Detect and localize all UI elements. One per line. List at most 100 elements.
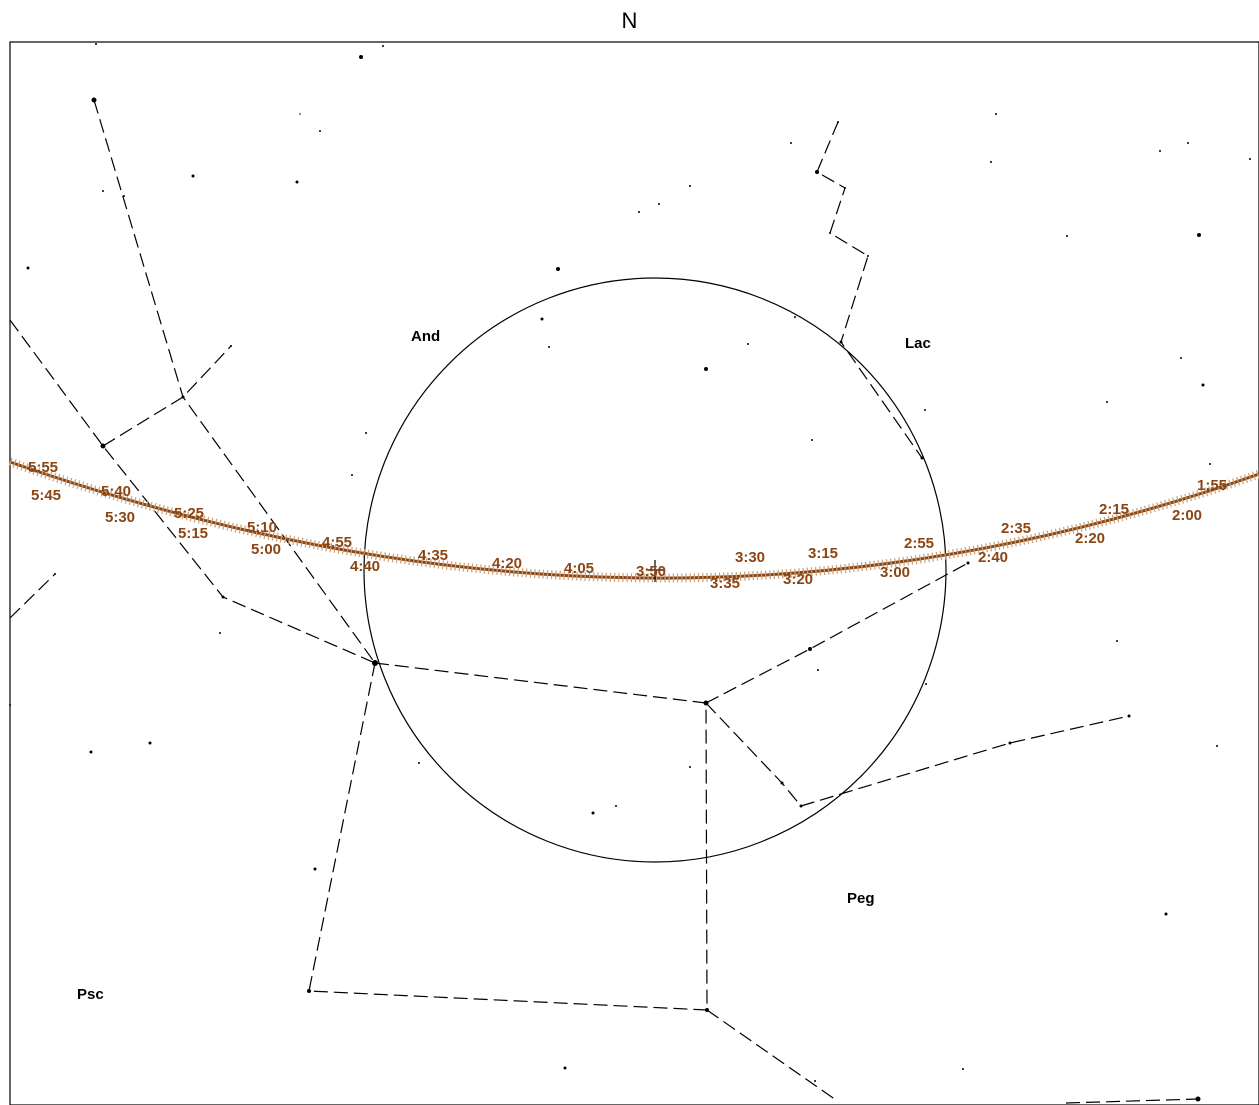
pegasus-leg — [705, 702, 1130, 807]
star — [794, 316, 796, 318]
time-label: 2:20 — [1075, 530, 1105, 547]
time-label: 3:00 — [880, 564, 910, 581]
time-labels: 5:55 5:40 5:25 5:10 4:55 4:35 4:20 4:05 … — [28, 459, 1227, 592]
star — [704, 367, 708, 371]
star — [548, 346, 550, 348]
time-label: 5:25 — [174, 505, 204, 522]
object-track — [9, 460, 1259, 580]
star — [351, 474, 353, 476]
time-label: 2:40 — [978, 549, 1008, 566]
pisces-line — [9, 573, 56, 619]
star — [689, 185, 691, 187]
star — [1008, 741, 1012, 745]
star — [790, 142, 792, 144]
star — [382, 45, 384, 47]
time-label: 2:15 — [1099, 501, 1129, 518]
star — [95, 43, 97, 45]
time-label: 5:00 — [251, 541, 281, 558]
time-label: 4:55 — [322, 534, 352, 551]
star — [638, 211, 640, 213]
constellation-label-andromeda: And — [411, 328, 440, 345]
star — [1180, 357, 1182, 359]
star — [1159, 150, 1161, 152]
time-label: 5:55 — [28, 459, 58, 476]
time-label: 3:20 — [783, 571, 813, 588]
lacerta-line — [816, 121, 923, 459]
star — [89, 750, 93, 754]
center-cross — [646, 560, 664, 582]
andromeda-branch — [102, 345, 232, 447]
time-label: 5:45 — [31, 487, 61, 504]
star — [563, 1066, 567, 1070]
star — [808, 647, 812, 651]
constellation-labels: And Lac Peg Psc — [77, 328, 931, 1003]
star — [299, 113, 301, 115]
star — [615, 805, 617, 807]
time-label: 5:40 — [101, 483, 131, 500]
star — [540, 317, 544, 321]
star — [148, 741, 152, 745]
star — [219, 632, 221, 634]
time-label: 1:55 — [1197, 477, 1227, 494]
constellation-label-pegasus: Peg — [847, 890, 875, 907]
time-label: 3:35 — [710, 575, 740, 592]
star — [1209, 463, 1211, 465]
north-direction-label: N — [621, 8, 638, 33]
star — [1164, 912, 1168, 916]
constellation-label-lacerta: Lac — [905, 335, 931, 352]
time-label: 5:15 — [178, 525, 208, 542]
star — [924, 409, 926, 411]
star — [418, 762, 420, 764]
star — [925, 683, 927, 685]
star — [658, 203, 660, 205]
time-label: 5:30 — [105, 509, 135, 526]
star — [1066, 235, 1068, 237]
star — [1187, 142, 1189, 144]
star — [191, 174, 195, 178]
star — [995, 113, 997, 115]
time-label: 2:00 — [1172, 507, 1202, 524]
star — [962, 1068, 964, 1070]
star — [313, 867, 317, 871]
constellation-label-pisces: Psc — [77, 986, 104, 1003]
time-label: 5:10 — [247, 519, 277, 536]
field-of-view-circle — [363, 277, 947, 863]
star — [689, 766, 691, 768]
star — [9, 704, 11, 706]
star — [307, 989, 311, 993]
star — [867, 255, 869, 257]
star — [817, 669, 819, 671]
star — [814, 1080, 816, 1082]
star — [1116, 640, 1118, 642]
star — [990, 161, 992, 163]
time-label: 2:35 — [1001, 520, 1031, 537]
time-label: 3:15 — [808, 545, 838, 562]
time-label: 4:40 — [350, 558, 380, 575]
star — [26, 266, 30, 270]
star — [1216, 745, 1218, 747]
track-path — [8, 457, 1259, 583]
pegasus-tail — [706, 1009, 837, 1101]
star — [591, 811, 595, 815]
star — [102, 190, 104, 192]
star — [556, 267, 560, 271]
pegasus-edge-line — [1065, 1098, 1199, 1104]
star — [359, 55, 363, 59]
time-label: 4:35 — [418, 547, 448, 564]
star — [365, 432, 367, 434]
star — [295, 180, 299, 184]
time-label: 3:50 — [636, 563, 666, 580]
time-label: 4:20 — [492, 555, 522, 572]
star — [1106, 401, 1108, 403]
andromeda-line-b — [9, 319, 376, 664]
chart-frame — [9, 41, 1259, 1105]
star — [1197, 233, 1201, 237]
star — [319, 130, 321, 132]
star — [811, 439, 813, 441]
star — [747, 343, 749, 345]
star — [1201, 383, 1205, 387]
time-label: 4:05 — [564, 560, 594, 577]
star — [1249, 158, 1251, 160]
constellation-lines — [9, 99, 1199, 1104]
